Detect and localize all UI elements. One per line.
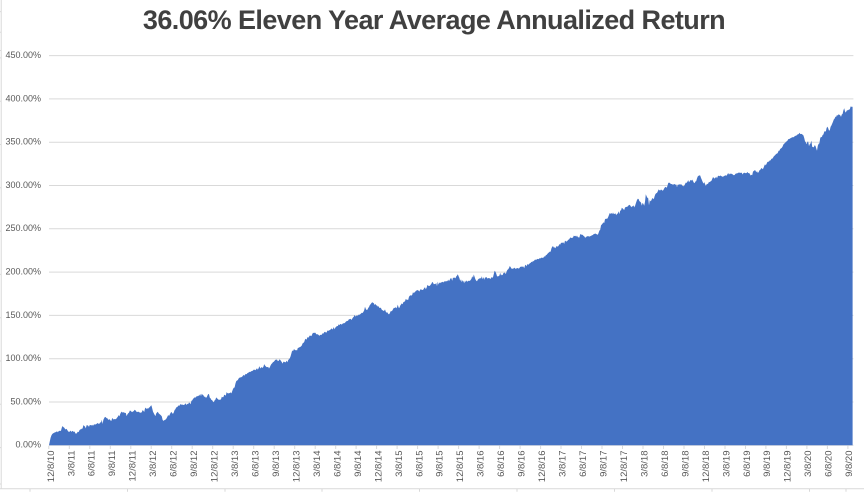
svg-text:3/8/17: 3/8/17 [558, 451, 569, 477]
svg-text:6/8/17: 6/8/17 [578, 451, 589, 477]
svg-text:9/8/13: 9/8/13 [271, 451, 282, 477]
svg-text:250.00%: 250.00% [5, 223, 41, 233]
svg-text:12/8/13: 12/8/13 [291, 451, 302, 483]
svg-text:12/8/12: 12/8/12 [210, 451, 221, 483]
svg-text:3/8/14: 3/8/14 [312, 451, 323, 477]
svg-text:350.00%: 350.00% [5, 137, 41, 147]
svg-text:3/8/19: 3/8/19 [721, 451, 732, 477]
svg-text:3/8/15: 3/8/15 [394, 451, 405, 477]
svg-text:9/8/20: 9/8/20 [844, 451, 855, 477]
svg-text:9/8/18: 9/8/18 [680, 451, 691, 477]
svg-text:400.00%: 400.00% [5, 93, 41, 103]
svg-text:9/8/11: 9/8/11 [107, 451, 118, 477]
svg-text:12/8/18: 12/8/18 [701, 451, 712, 483]
svg-text:6/8/14: 6/8/14 [332, 451, 343, 477]
svg-text:12/8/14: 12/8/14 [373, 451, 384, 483]
svg-text:9/8/17: 9/8/17 [599, 451, 610, 477]
svg-text:9/8/12: 9/8/12 [189, 451, 200, 477]
svg-text:12/8/10: 12/8/10 [46, 451, 57, 483]
svg-text:6/8/13: 6/8/13 [251, 451, 262, 477]
svg-text:6/8/11: 6/8/11 [87, 451, 98, 477]
svg-text:200.00%: 200.00% [5, 267, 41, 277]
svg-text:3/8/20: 3/8/20 [803, 451, 814, 477]
svg-text:3/8/16: 3/8/16 [476, 451, 487, 477]
svg-text:6/8/18: 6/8/18 [660, 451, 671, 477]
svg-text:0.00%: 0.00% [15, 440, 41, 450]
svg-text:9/8/15: 9/8/15 [435, 451, 446, 477]
svg-text:6/8/20: 6/8/20 [824, 451, 835, 477]
svg-text:50.00%: 50.00% [10, 396, 41, 406]
svg-text:3/8/12: 3/8/12 [148, 451, 159, 477]
svg-text:6/8/19: 6/8/19 [742, 451, 753, 477]
svg-text:100.00%: 100.00% [5, 353, 41, 363]
svg-text:300.00%: 300.00% [5, 180, 41, 190]
svg-text:450.00%: 450.00% [5, 50, 41, 60]
svg-text:12/8/17: 12/8/17 [619, 451, 630, 483]
svg-text:6/8/15: 6/8/15 [414, 451, 425, 477]
svg-text:3/8/18: 3/8/18 [639, 451, 650, 477]
svg-text:150.00%: 150.00% [5, 310, 41, 320]
svg-text:3/8/13: 3/8/13 [230, 451, 241, 477]
svg-text:6/8/16: 6/8/16 [496, 451, 507, 477]
svg-text:6/8/12: 6/8/12 [169, 451, 180, 477]
svg-text:9/8/19: 9/8/19 [762, 451, 773, 477]
svg-text:12/8/15: 12/8/15 [455, 451, 466, 483]
svg-text:12/8/19: 12/8/19 [783, 451, 794, 483]
svg-text:12/8/11: 12/8/11 [128, 451, 139, 482]
svg-text:9/8/16: 9/8/16 [517, 451, 528, 477]
svg-text:12/8/16: 12/8/16 [537, 451, 548, 483]
svg-text:9/8/14: 9/8/14 [353, 451, 364, 477]
svg-text:36.06% Eleven Year Average Ann: 36.06% Eleven Year Average Annualized Re… [143, 5, 725, 35]
svg-text:3/8/11: 3/8/11 [66, 451, 77, 477]
